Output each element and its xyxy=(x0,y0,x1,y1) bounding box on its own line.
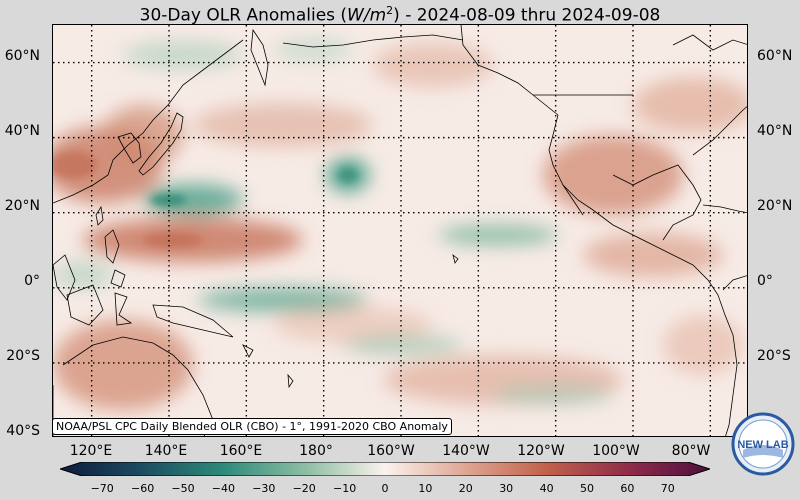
colorbar-tick-label: 20 xyxy=(458,482,473,495)
graticule xyxy=(53,25,747,436)
lat-label-left: 20°S xyxy=(6,348,40,364)
colorbar-tick-label: 60 xyxy=(620,482,635,495)
colorbar-tick-label: 10 xyxy=(418,482,433,495)
data-source-note: NOAA/PSL CPC Daily Blended OLR (CBO) - 1… xyxy=(52,418,452,435)
lon-label: 160°E xyxy=(219,443,263,459)
coastlines xyxy=(53,25,747,436)
colorbar xyxy=(60,462,710,476)
lon-label: 140°W xyxy=(442,443,490,459)
lat-label-left: 40°N xyxy=(4,123,40,139)
colorbar-tick-label: −50 xyxy=(171,482,195,495)
lon-label: 80°W xyxy=(671,443,711,459)
colorbar-tick-label: −10 xyxy=(332,482,357,495)
noaa-lab-logo: NEW LAB xyxy=(731,412,795,476)
lat-label-left: 20°N xyxy=(4,198,40,214)
colorbar-tick-label: −20 xyxy=(292,482,316,495)
colorbar-tick-label: 30 xyxy=(499,482,514,495)
svg-text:NEW LAB: NEW LAB xyxy=(737,439,788,451)
colorbar-tick-label: 0 xyxy=(381,482,389,495)
lat-label-left: 40°S xyxy=(6,423,40,439)
colorbar-tick-label: −40 xyxy=(211,482,235,495)
lon-label: 120°E xyxy=(69,443,113,459)
lon-label: 120°W xyxy=(517,443,565,459)
lat-label-right: 40°N xyxy=(757,123,793,139)
lat-label-right: 20°N xyxy=(757,198,793,214)
colorbar-tick-label: −70 xyxy=(90,482,114,495)
lat-label-right: 60°N xyxy=(757,48,793,64)
lat-label-right: 0° xyxy=(757,273,773,289)
lon-label: 180° xyxy=(299,443,333,459)
colorbar-tick-label: 70 xyxy=(660,482,675,495)
colorbar-tick-label: 50 xyxy=(580,482,594,495)
lon-label: 160°W xyxy=(367,443,415,459)
olr-anomaly-field xyxy=(53,38,747,410)
lon-label: 100°W xyxy=(592,443,640,459)
colorbar-tick-label: −60 xyxy=(130,482,155,495)
lat-label-right: 20°S xyxy=(757,348,791,364)
colorbar-tick-label: 40 xyxy=(539,482,554,495)
lat-label-left: 60°N xyxy=(4,48,40,64)
colorbar-tick-label: −30 xyxy=(252,482,276,495)
map-title: 30-Day OLR Anomalies (W/m2) - 2024-08-09… xyxy=(139,4,661,26)
lon-label: 140°E xyxy=(144,443,188,459)
lat-label-left: 0° xyxy=(24,273,40,289)
map-area xyxy=(52,24,748,437)
